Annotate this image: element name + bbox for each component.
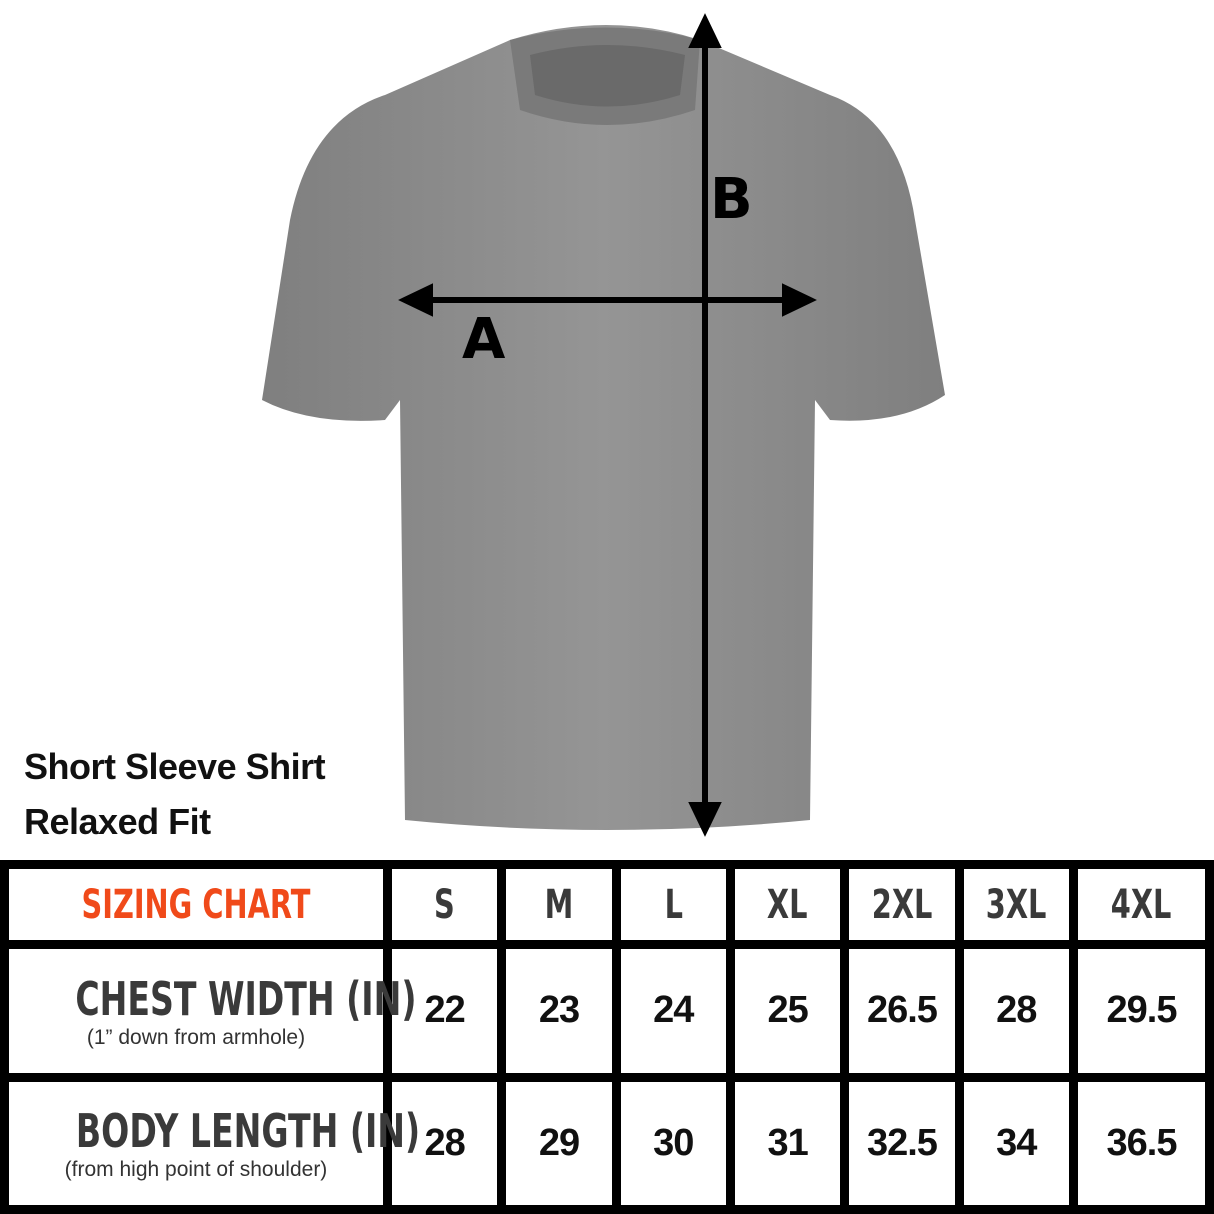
row-label: BODY LENGTH (IN) <box>75 1104 421 1159</box>
table-cell: 29 <box>497 1072 621 1214</box>
size-header: L <box>664 881 683 928</box>
table-cell: 31 <box>725 1072 850 1214</box>
measurement-arrow-b <box>688 13 722 837</box>
size-header: 3XL <box>986 881 1047 928</box>
table-cell: 25 <box>725 940 850 1082</box>
table-header-row: SIZING CHART S M L XL 2XL 3XL 4XL <box>0 860 1214 949</box>
label-a: A <box>462 307 506 372</box>
row-label: CHEST WIDTH (IN) <box>75 971 417 1026</box>
row-note: (1” down from armhole) <box>86 1025 306 1049</box>
size-header: 2XL <box>871 881 933 928</box>
row-note: (from high point of shoulder) <box>64 1158 328 1182</box>
size-header: M <box>544 881 574 928</box>
table-cell: 28 <box>382 1072 507 1214</box>
table-cell: 29.5 <box>1069 940 1214 1082</box>
tshirt-body <box>262 25 945 830</box>
label-b: B <box>710 167 753 232</box>
table-row: CHEST WIDTH (IN) (1” down from armhole) 2… <box>0 940 1214 1082</box>
size-header: XL <box>767 881 808 928</box>
product-fit: Relaxed Fit <box>24 801 211 842</box>
table-row: BODY LENGTH (IN) (from high point of shou… <box>0 1072 1214 1214</box>
chart-title: SIZING CHART <box>81 881 311 928</box>
table-cell: 23 <box>497 940 621 1082</box>
table-cell: 30 <box>611 1072 735 1214</box>
measurement-arrow-a <box>398 283 817 317</box>
table-cell: 36.5 <box>1069 1072 1214 1214</box>
size-header: S <box>434 881 456 928</box>
table-cell: 34 <box>954 1072 1079 1214</box>
table-cell: 32.5 <box>840 1072 964 1214</box>
table-cell: 24 <box>611 940 735 1082</box>
tshirt-diagram: A B <box>262 13 945 837</box>
size-header: 4XL <box>1111 881 1172 928</box>
table-cell: 28 <box>954 940 1079 1082</box>
table-cell: 26.5 <box>840 940 964 1082</box>
table-cell: 22 <box>382 940 507 1082</box>
sizing-table: SIZING CHART S M L XL 2XL 3XL 4XL CHEST … <box>0 860 1214 1214</box>
product-title: Short Sleeve Shirt <box>24 746 326 787</box>
